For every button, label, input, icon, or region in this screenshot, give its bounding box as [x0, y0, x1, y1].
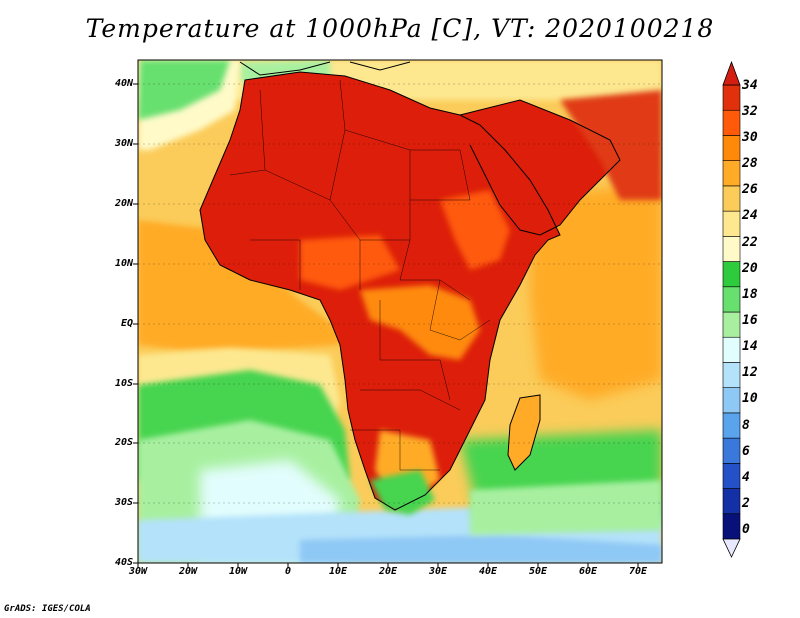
- lat-label-30s: 30S: [114, 497, 133, 508]
- colorbar-swatch: [722, 362, 741, 388]
- lat-label-40s: 40S: [114, 557, 133, 568]
- colorbar-swatch: [722, 135, 741, 161]
- colorbar-swatch: [722, 236, 741, 262]
- north-atlantic-green: [138, 60, 230, 120]
- sahel-orange: [300, 235, 400, 290]
- south-africa-green: [370, 470, 435, 515]
- colorbar-label: 20: [742, 261, 758, 276]
- lon-label-20e: 20E: [378, 566, 398, 577]
- ethiopia-orange: [440, 190, 510, 270]
- colorbar-swatch: [722, 387, 741, 414]
- coastlines: [199, 61, 621, 511]
- colorbar-label: 22: [742, 235, 758, 250]
- colorbar: [722, 60, 741, 558]
- colorbar-under-arrow: [722, 538, 741, 558]
- colorbar-label: 18: [742, 287, 758, 302]
- lon-label-20w: 20W: [178, 566, 198, 577]
- madagascar: [508, 395, 540, 470]
- lat-label-eq: EQ: [120, 318, 133, 329]
- lon-label-50e: 50E: [528, 566, 548, 577]
- indian-ocean-warm: [530, 180, 662, 400]
- lat-label-40n: 40N: [114, 78, 133, 89]
- grads-credit: GrADS: IGES/COLA: [4, 604, 91, 614]
- colorbar-swatch: [722, 463, 741, 489]
- lon-label-70e: 70E: [628, 566, 648, 577]
- colorbar-label: 8: [742, 418, 750, 433]
- colorbar-label: 4: [742, 470, 750, 485]
- gulf-guinea-warm: [138, 220, 340, 350]
- colorbar-label: 28: [742, 156, 758, 171]
- colorbar-swatch: [722, 261, 741, 288]
- colorbar-label: 16: [742, 313, 758, 328]
- lon-label-10e: 10E: [328, 566, 348, 577]
- arabia-hot: [460, 100, 620, 235]
- temperature-field: [138, 60, 662, 563]
- colorbar-label: 30: [742, 130, 758, 145]
- colorbar-swatch: [722, 109, 741, 136]
- lon-label-30e: 30E: [428, 566, 448, 577]
- country-borders: [229, 79, 491, 471]
- colorbar-swatch: [722, 84, 741, 111]
- lat-label-10s: 10S: [114, 378, 133, 389]
- lat-label-10n: 10N: [114, 258, 133, 269]
- lat-label-30n: 30N: [114, 138, 133, 149]
- plot-frame: [137, 59, 663, 564]
- colorbar-swatch: [722, 437, 741, 464]
- southern-ocean-blue: [300, 535, 662, 563]
- colorbar-over-arrow: [722, 60, 741, 86]
- colorbar-swatch: [722, 210, 741, 237]
- lon-label-60e: 60E: [578, 566, 598, 577]
- lon-label-10w: 10W: [228, 566, 248, 577]
- axis-ticks: [133, 83, 639, 568]
- colorbar-label: 6: [742, 444, 750, 459]
- lon-label-30w: 30W: [128, 566, 148, 577]
- colorbar-swatch: [722, 488, 741, 515]
- colorbar-swatch: [722, 185, 741, 212]
- colorbar-swatch: [722, 336, 741, 363]
- colorbar-label: 26: [742, 182, 758, 197]
- lon-label-40e: 40E: [478, 566, 498, 577]
- colorbar-swatch: [722, 513, 741, 540]
- lat-label-20s: 20S: [114, 437, 133, 448]
- colorbar-swatch: [722, 311, 741, 338]
- colorbar-label: 14: [742, 339, 758, 354]
- colorbar-label: 12: [742, 365, 758, 380]
- colorbar-label: 34: [742, 78, 758, 93]
- colorbar-swatch: [722, 160, 741, 187]
- colorbar-label: 0: [742, 522, 750, 537]
- congo-orange: [360, 285, 480, 360]
- colorbar-label: 24: [742, 208, 758, 223]
- lon-label-0: 0: [284, 566, 292, 577]
- indian-south-lightgreen: [470, 480, 662, 535]
- colorbar-label: 2: [742, 496, 750, 511]
- map-title: Temperature at 1000hPa [C], VT: 20201002…: [85, 14, 715, 43]
- colorbar-label: 32: [742, 104, 758, 119]
- colorbar-swatch: [722, 412, 741, 439]
- iran-hot: [560, 90, 662, 200]
- colorbar-label: 10: [742, 391, 758, 406]
- lat-label-20n: 20N: [114, 198, 133, 209]
- colorbar-swatch: [722, 286, 741, 313]
